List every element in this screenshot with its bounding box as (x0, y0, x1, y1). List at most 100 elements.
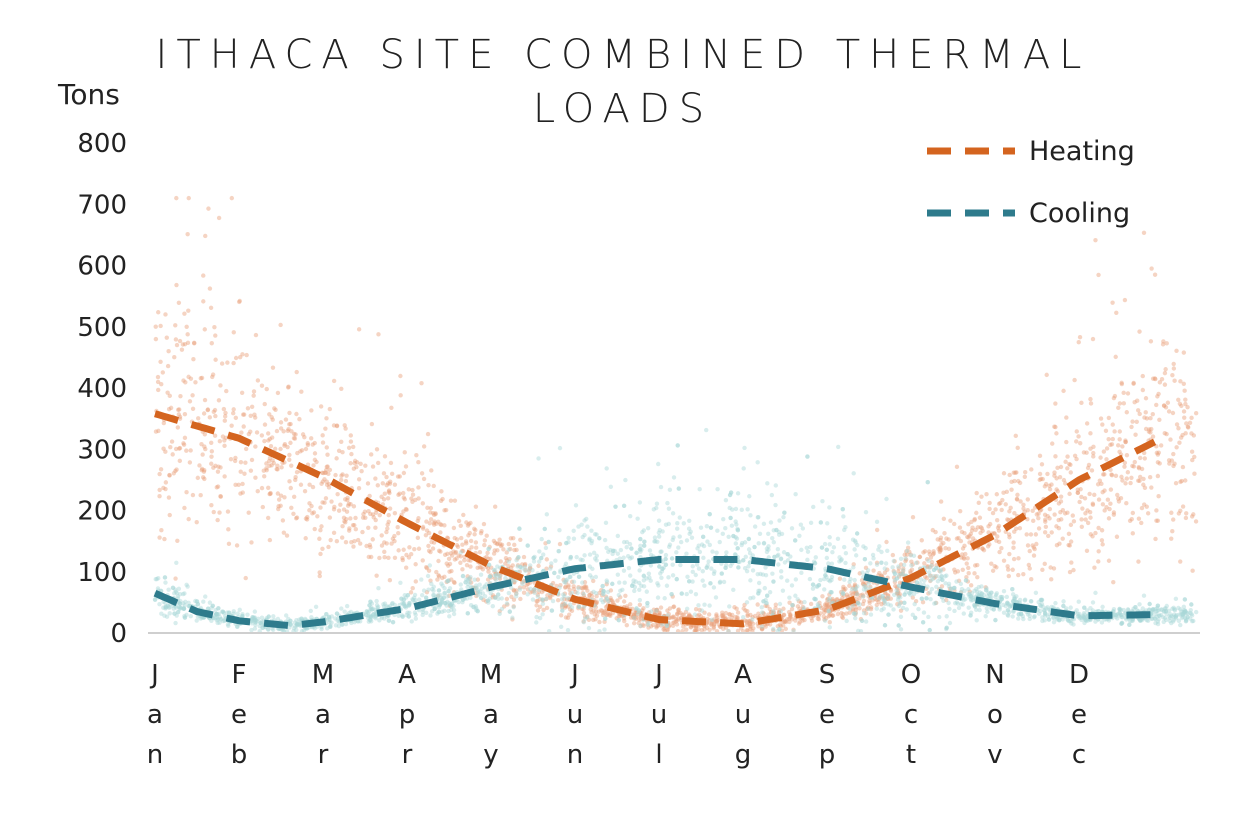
scatter-point (387, 578, 393, 583)
scatter-point (591, 550, 597, 556)
scatter-point (582, 532, 587, 538)
scatter-point (218, 465, 223, 470)
scatter-point (1025, 507, 1030, 513)
scatter-point (249, 404, 255, 409)
scatter-point (1001, 490, 1006, 495)
scatter-point (209, 341, 214, 346)
scatter-point (1123, 439, 1128, 445)
scatter-point (586, 625, 592, 631)
scatter-point (645, 622, 650, 627)
scatter-point (333, 472, 338, 478)
scatter-point (1106, 516, 1112, 521)
scatter-point (745, 628, 750, 633)
scatter-point (173, 323, 178, 328)
scatter-point (468, 538, 474, 544)
scatter-point (744, 600, 750, 605)
scatter-point (969, 528, 975, 533)
scatter-point (602, 537, 608, 543)
scatter-point (678, 610, 683, 616)
scatter-point (497, 537, 502, 542)
scatter-point (571, 528, 576, 534)
scatter-point (452, 498, 458, 503)
scatter-point (352, 539, 357, 544)
scatter-point (473, 583, 479, 588)
scatter-point (640, 608, 645, 613)
scatter-point (809, 615, 814, 621)
scatter-point (1052, 470, 1057, 475)
scatter-point (665, 608, 670, 613)
scatter-point (956, 605, 962, 611)
scatter-point (283, 417, 289, 422)
scatter-point (618, 588, 623, 593)
scatter-point (956, 535, 961, 541)
scatter-point (699, 628, 705, 633)
scatter-point (207, 286, 213, 291)
scatter-point (1079, 517, 1084, 522)
scatter-point (705, 619, 710, 625)
scatter-point (223, 435, 229, 441)
scatter-point (558, 613, 564, 618)
scatter-point (215, 484, 221, 489)
scatter-point (416, 460, 421, 465)
scatter-point (275, 616, 281, 622)
scatter-point (426, 482, 431, 488)
scatter-point (892, 559, 897, 564)
scatter-point (185, 584, 190, 589)
scatter-point (1006, 573, 1012, 579)
y-tick-label: 0 (110, 619, 127, 649)
scatter-point (741, 558, 746, 563)
scatter-point (1163, 405, 1169, 410)
scatter-point (415, 535, 421, 541)
scatter-point (386, 618, 392, 623)
scatter-point (176, 586, 182, 592)
scatter-point (1167, 461, 1172, 466)
scatter-point (654, 623, 659, 629)
scatter-point (571, 536, 577, 541)
scatter-point (914, 580, 920, 585)
scatter-point (1124, 452, 1130, 458)
scatter-point (231, 330, 236, 335)
scatter-point (706, 612, 712, 617)
scatter-point (965, 534, 970, 540)
scatter-point (785, 578, 790, 583)
scatter-point (835, 536, 841, 542)
scatter-point (961, 555, 966, 560)
scatter-point (936, 546, 941, 552)
scatter-point (345, 497, 350, 503)
scatter-point (228, 456, 234, 462)
scatter-point (428, 510, 433, 515)
scatter-point (203, 446, 208, 452)
scatter-point (1011, 470, 1016, 475)
scatter-point (1103, 428, 1109, 434)
scatter-point (997, 607, 1002, 612)
scatter-point (371, 612, 376, 617)
scatter-point (215, 517, 220, 523)
scatter-point (442, 508, 447, 513)
scatter-point (793, 618, 798, 623)
scatter-point (742, 602, 747, 608)
scatter-point (908, 552, 914, 557)
scatter-point (888, 588, 894, 594)
scatter-point (431, 588, 436, 593)
scatter-point (631, 620, 637, 626)
scatter-point (1109, 472, 1114, 477)
scatter-point (994, 492, 1000, 497)
scatter-point (182, 311, 187, 316)
scatter-point (708, 581, 713, 586)
scatter-point (1028, 532, 1034, 537)
scatter-point (1120, 478, 1125, 483)
scatter-point (433, 511, 438, 517)
scatter-point (874, 597, 880, 603)
scatter-point (853, 584, 858, 590)
scatter-point (1049, 530, 1054, 535)
scatter-point (1117, 449, 1122, 454)
scatter-point (781, 612, 787, 618)
scatter-point (453, 549, 459, 555)
scatter-point (202, 444, 207, 449)
scatter-point (338, 477, 344, 483)
scatter-point (686, 579, 692, 584)
scatter-point (255, 378, 261, 383)
scatter-point (324, 479, 329, 484)
scatter-point (1182, 597, 1188, 602)
scatter-point (811, 504, 816, 510)
